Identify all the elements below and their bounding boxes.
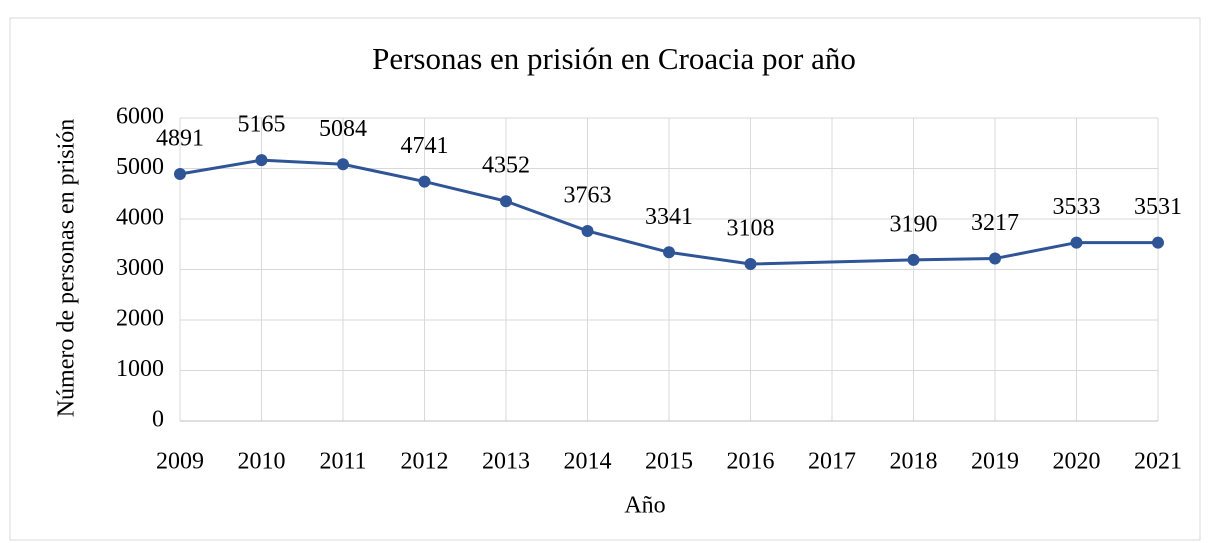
point	[1152, 236, 1164, 249]
data-label: 3763	[564, 182, 612, 208]
x-tick-label: 2017	[808, 449, 856, 475]
point	[174, 168, 186, 181]
y-tick-label: 6000	[116, 104, 164, 130]
point	[337, 158, 349, 171]
point	[418, 175, 431, 188]
data-label: 3108	[727, 216, 775, 242]
chart-border	[9, 17, 1201, 541]
point	[907, 253, 920, 266]
y-tick-label: 4000	[116, 205, 164, 231]
x-tick-label: 2019	[971, 449, 1019, 475]
point	[255, 154, 268, 167]
x-tick-label: 2021	[1134, 449, 1182, 475]
data-label: 3217	[971, 210, 1019, 236]
y-tick-label: 0	[152, 407, 164, 433]
data-label: 3533	[1053, 194, 1101, 220]
data-label: 3341	[645, 204, 693, 230]
x-tick-label: 2015	[645, 449, 693, 475]
x-tick-label: 2014	[564, 449, 612, 475]
data-label: 4352	[482, 153, 530, 179]
data-label: 3190	[890, 211, 938, 237]
x-tick-label: 2013	[482, 449, 530, 475]
x-axis-label: Año	[624, 493, 665, 519]
data-label: 4741	[401, 133, 449, 159]
point	[581, 224, 594, 237]
y-tick-label: 2000	[116, 306, 164, 332]
data-label: 5165	[238, 112, 286, 138]
x-tick-label: 2018	[890, 449, 938, 475]
y-axis-label: Número de personas en prisión	[54, 119, 80, 418]
y-tick-label: 3000	[116, 255, 164, 281]
x-tick-label: 2020	[1053, 449, 1101, 475]
x-tick-label: 2010	[238, 449, 286, 475]
y-tick-label: 1000	[116, 356, 164, 382]
point	[500, 195, 512, 208]
y-tick-label: 5000	[116, 154, 164, 180]
data-label: 3531	[1134, 194, 1182, 220]
x-tick-label: 2009	[156, 449, 204, 475]
x-tick-label: 2012	[401, 449, 449, 475]
point	[663, 246, 675, 259]
data-label: 4891	[156, 126, 204, 152]
data-label: 5084	[319, 116, 367, 142]
x-tick-label: 2011	[319, 449, 366, 475]
line	[179, 158, 1159, 266]
chart-title: Personas en prisión en Croacia por año	[372, 41, 856, 76]
x-tick-label: 2016	[727, 449, 775, 475]
point	[1070, 236, 1083, 249]
point	[989, 252, 1001, 265]
point	[744, 258, 757, 271]
